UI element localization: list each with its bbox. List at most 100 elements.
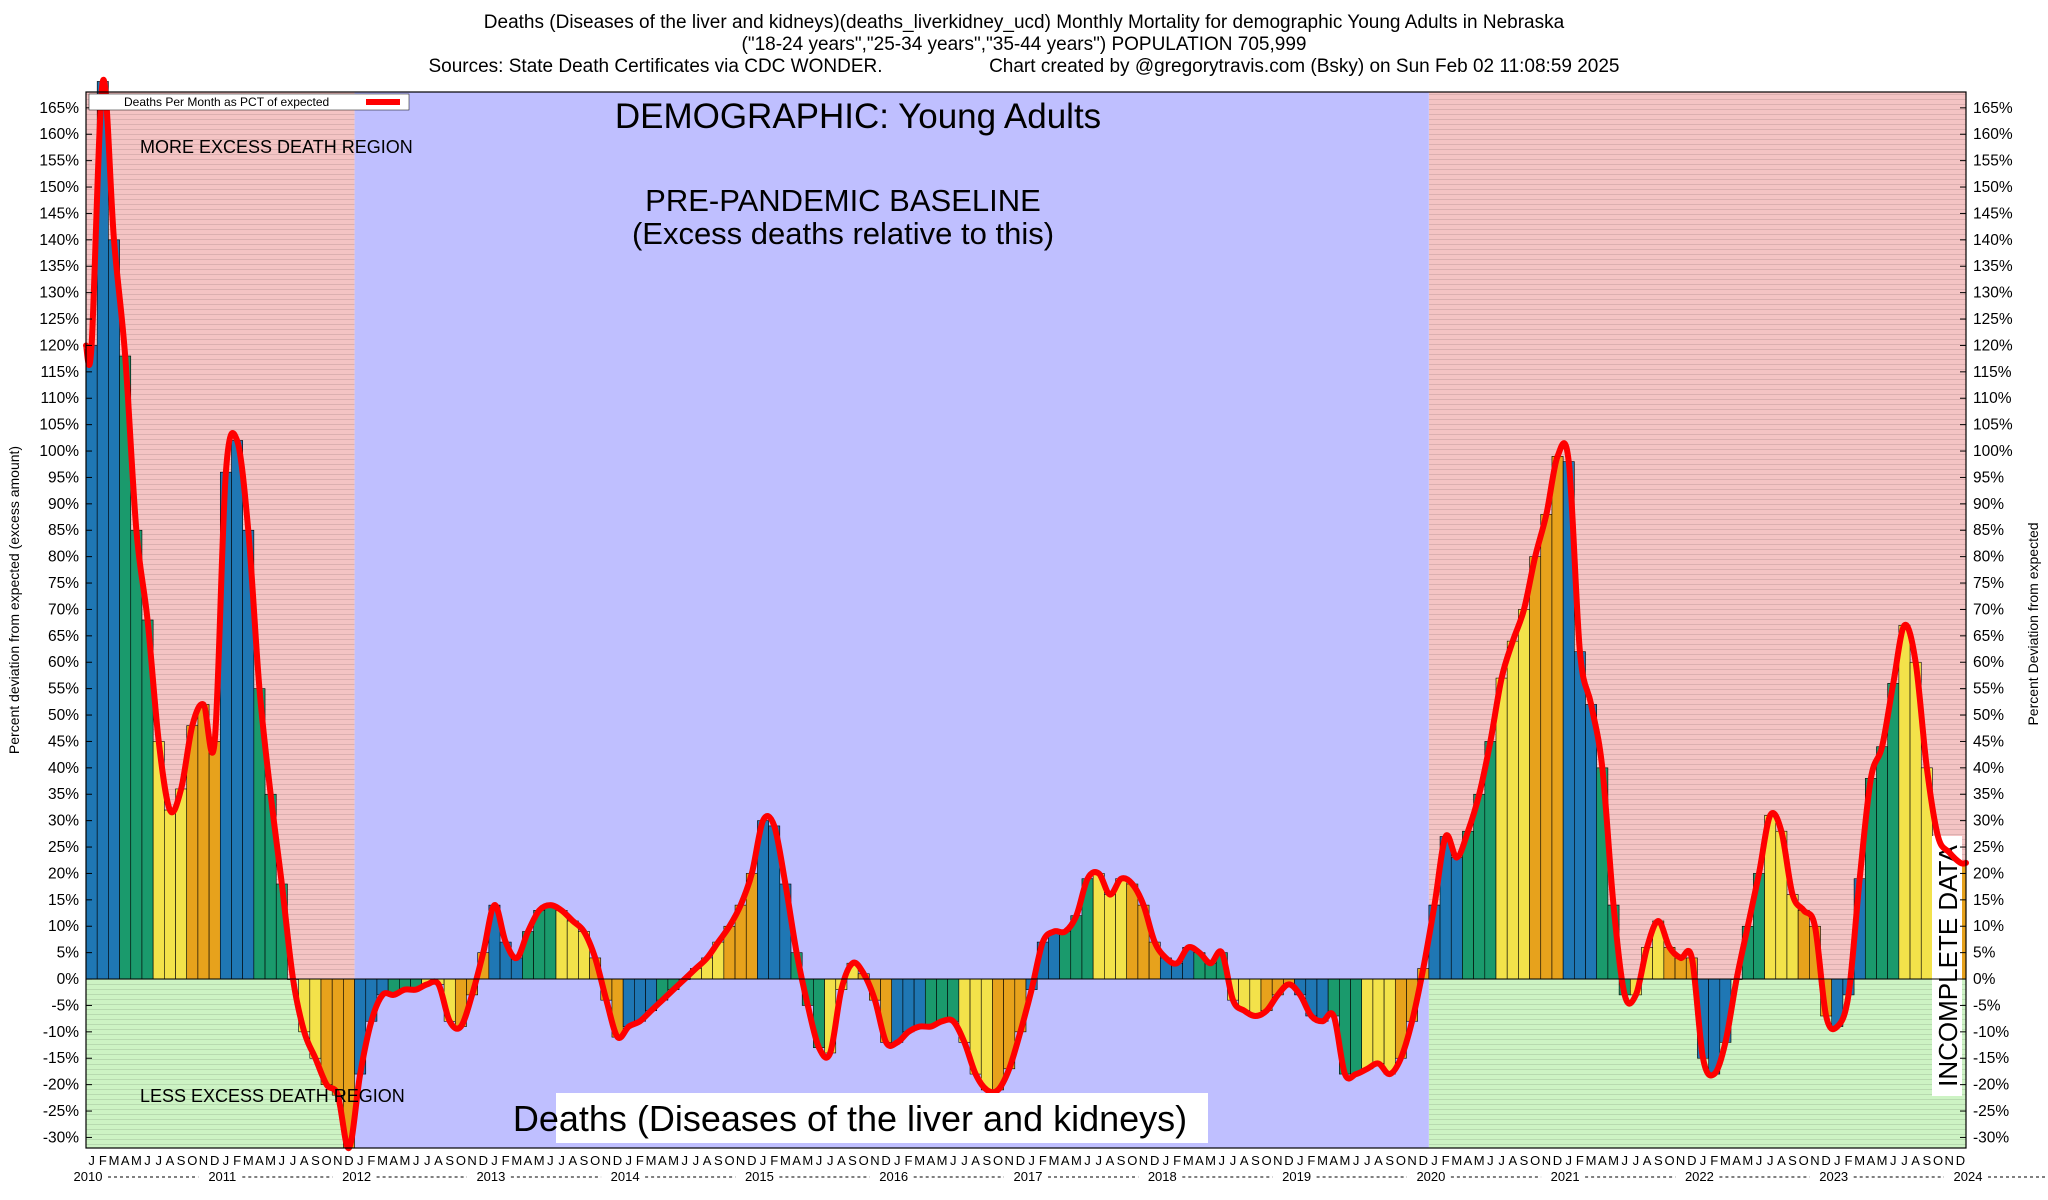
bar <box>1674 957 1687 980</box>
x-month-label: S <box>177 1153 186 1168</box>
y-tick-label-left: 10% <box>48 918 79 935</box>
bar <box>1126 883 1139 980</box>
x-month-label: F <box>99 1153 107 1168</box>
source-text: Sources: State Death Certificates via CD… <box>428 56 883 77</box>
x-month-label: M <box>668 1153 679 1168</box>
bar <box>1361 978 1374 1070</box>
x-year-label: 2022 <box>1685 1169 1714 1184</box>
x-month-label: A <box>927 1153 936 1168</box>
bar <box>1574 651 1586 980</box>
x-year-label: 2023 <box>1819 1169 1848 1184</box>
x-month-label: A <box>1106 1153 1115 1168</box>
y-tick-label-left: 30% <box>48 813 79 830</box>
incomplete-label: INCOMPLETE DATA <box>1933 844 1963 1086</box>
x-month-label: A <box>1374 1153 1383 1168</box>
y-tick-label-right: 80% <box>1973 549 2004 566</box>
x-month-label: J <box>827 1153 834 1168</box>
y-tick-label-right: 110% <box>1973 390 2012 407</box>
y-tick-label-left: 160% <box>39 126 79 143</box>
x-month-label: F <box>1710 1153 1718 1168</box>
x-month-label: M <box>1049 1153 1060 1168</box>
x-month-label: N <box>1005 1153 1014 1168</box>
x-month-label: O <box>1664 1153 1674 1168</box>
x-month-label: S <box>982 1153 991 1168</box>
y-tick-label-left: -5% <box>51 997 79 1014</box>
x-month-label: J <box>1901 1153 1908 1168</box>
x-month-label: S <box>714 1153 723 1168</box>
axes-layer: -30% -30% -25% -25% -20% -20% -15% -15% -10% -10%… <box>6 91 2048 1184</box>
y-tick-label-right: 35% <box>1973 786 2004 803</box>
bar <box>947 978 960 1022</box>
bar <box>1529 556 1542 980</box>
bar <box>231 440 243 980</box>
x-month-label: O <box>993 1153 1003 1168</box>
x-month-label: J <box>357 1153 364 1168</box>
x-month-label: A <box>703 1153 712 1168</box>
x-month-label: D <box>210 1153 219 1168</box>
y-tick-label-right: 25% <box>1973 839 2004 856</box>
x-month-label: J <box>625 1153 632 1168</box>
y-tick-label-left: 80% <box>48 549 79 566</box>
x-month-label: J <box>290 1153 297 1168</box>
x-month-label: A <box>1911 1153 1920 1168</box>
bar <box>1876 746 1888 980</box>
x-month-label: J <box>1084 1153 1091 1168</box>
x-month-label: A <box>166 1153 175 1168</box>
bottom-label: Deaths (Diseases of the liver and kidney… <box>513 1098 1187 1139</box>
x-month-label: N <box>870 1153 879 1168</box>
y-tick-label-left: -10% <box>43 1024 79 1041</box>
x-month-label: F <box>1039 1153 1047 1168</box>
y-tick-label-right: -10% <box>1973 1024 2009 1041</box>
bar <box>1048 931 1060 980</box>
bar <box>1495 677 1508 980</box>
x-month-label: F <box>1307 1153 1315 1168</box>
x-year-label: 2024 <box>1954 1169 1983 1184</box>
x-month-label: S <box>445 1153 454 1168</box>
bar <box>108 239 120 980</box>
x-month-label: O <box>456 1153 466 1168</box>
x-month-label: N <box>1407 1153 1416 1168</box>
x-month-label: M <box>780 1153 791 1168</box>
y-tick-label-right: 55% <box>1973 681 2004 698</box>
more-region-label: MORE EXCESS DEATH REGION <box>140 137 413 157</box>
y-tick-label-right: 90% <box>1973 496 2004 513</box>
y-tick-label-left: 55% <box>48 681 79 698</box>
y-tick-label-right: 20% <box>1973 865 2004 882</box>
y-tick-label-left: 20% <box>48 865 79 882</box>
bar <box>1383 978 1396 1075</box>
x-month-label: M <box>534 1153 545 1168</box>
x-year-label: 2010 <box>74 1169 103 1184</box>
bar <box>1551 456 1564 980</box>
x-month-label: S <box>580 1153 589 1168</box>
y-tick-label-right: 120% <box>1973 337 2013 354</box>
bar <box>1506 640 1519 980</box>
x-month-label: M <box>937 1153 948 1168</box>
x-month-label: M <box>1317 1153 1328 1168</box>
y-tick-label-right: 150% <box>1973 179 2013 196</box>
bar <box>1249 978 1262 1017</box>
y-tick-label-left: 155% <box>39 153 79 170</box>
x-month-label: F <box>233 1153 241 1168</box>
x-month-label: M <box>1205 1153 1216 1168</box>
bar <box>510 957 523 980</box>
x-month-label: J <box>1633 1153 1640 1168</box>
bar <box>566 920 579 980</box>
y-tick-label-left: 85% <box>48 522 79 539</box>
x-month-label: D <box>1150 1153 1159 1168</box>
x-month-label: S <box>311 1153 320 1168</box>
bar <box>164 809 176 980</box>
x-month-label: J <box>1565 1153 1572 1168</box>
bar <box>1518 609 1530 980</box>
x-month-label: N <box>199 1153 208 1168</box>
x-month-label: D <box>1821 1153 1830 1168</box>
x-month-label: J <box>144 1153 151 1168</box>
x-month-label: N <box>1945 1153 1954 1168</box>
bars-layer: INCOMPLETE DATA <box>85 81 1967 1149</box>
x-month-label: A <box>1643 1153 1652 1168</box>
x-month-label: N <box>1542 1153 1551 1168</box>
y-tick-label-right: 95% <box>1973 469 2004 486</box>
x-month-label: M <box>1339 1153 1350 1168</box>
x-month-label: N <box>1810 1153 1819 1168</box>
y-tick-label-right: 165% <box>1973 100 2013 117</box>
